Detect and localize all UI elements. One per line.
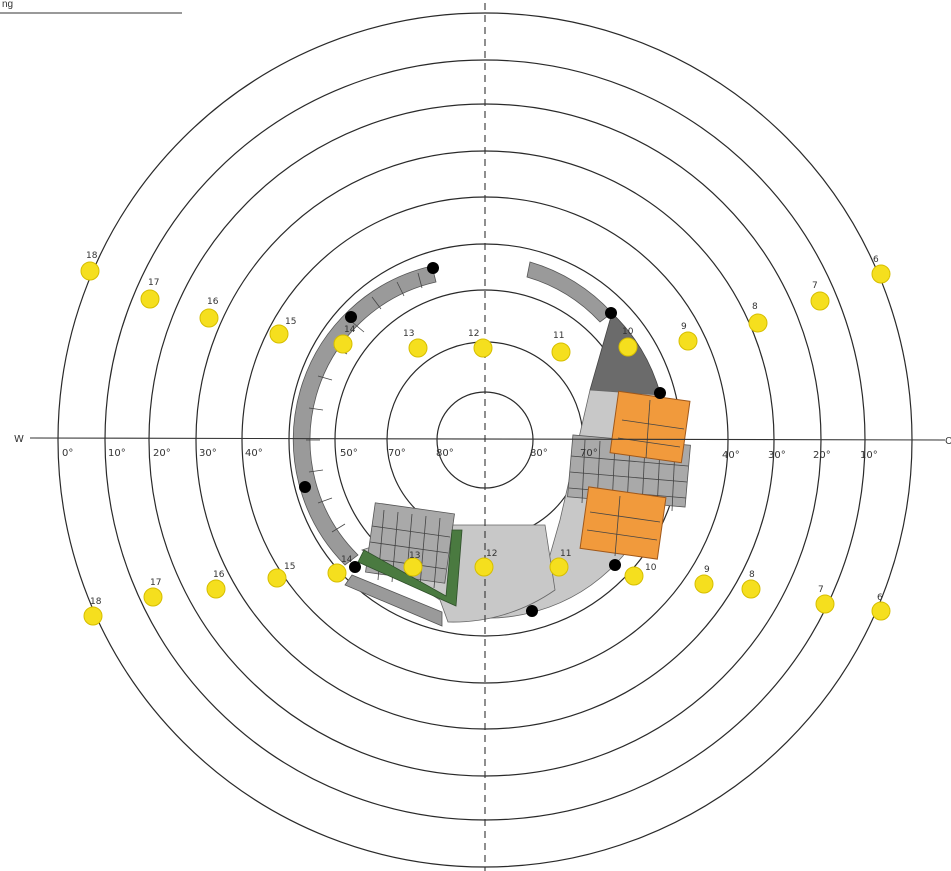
sun-hour-label: 18 [86, 251, 98, 261]
sun-position-marker [871, 264, 891, 284]
altitude-label: 40° [722, 450, 740, 461]
boundary-marker [299, 481, 311, 493]
sun-position-marker [83, 606, 103, 626]
sun-hour-label: 6 [873, 255, 879, 265]
sun-hour-label: 17 [150, 578, 161, 588]
sun-hour-label: 16 [213, 570, 225, 580]
altitude-label: 30° [199, 448, 217, 459]
altitude-label: 0° [62, 448, 73, 459]
sun-hour-label: 12 [486, 549, 497, 559]
sun-hour-label: 7 [812, 281, 818, 291]
sun-hour-label: 15 [285, 317, 296, 327]
altitude-label: 10° [108, 448, 126, 459]
sun-hour-label: 13 [403, 329, 414, 339]
sun-hour-label: 7 [818, 585, 824, 595]
sun-position-marker [741, 579, 761, 599]
sun-position-marker [618, 337, 638, 357]
sun-position-marker [474, 557, 494, 577]
ring-wall-northeast [526, 261, 613, 323]
altitude-label: 10° [860, 450, 878, 461]
sun-position-marker [333, 334, 353, 354]
sun-position-marker [810, 291, 830, 311]
altitude-label: 20° [813, 450, 831, 461]
sun-hour-label: 6 [877, 593, 883, 603]
sun-position-marker [140, 289, 160, 309]
sun-hour-label: 17 [148, 278, 159, 288]
sun-hour-label: 9 [681, 322, 687, 332]
sun-hour-label: 16 [207, 297, 219, 307]
sun-path-upper: 18 17 16 15 14 13 12 11 10 9 8 7 6 [80, 251, 891, 362]
east-label: O [945, 436, 951, 447]
sun-position-marker [624, 566, 644, 586]
boundary-marker [609, 559, 621, 571]
sun-hour-label: 8 [749, 570, 755, 580]
sun-hour-label: 9 [704, 565, 710, 575]
sun-hour-label: 15 [284, 562, 295, 572]
boundary-marker [605, 307, 617, 319]
sun-position-marker [327, 563, 347, 583]
sun-hour-label: 14 [341, 555, 353, 565]
altitude-label: 70° [580, 448, 598, 459]
sun-position-marker [549, 557, 569, 577]
southwest-wall [344, 574, 443, 627]
sun-hour-label: 18 [90, 597, 102, 607]
sun-position-marker [206, 579, 226, 599]
boundary-markers [299, 262, 666, 617]
sun-hour-label: 14 [344, 325, 356, 335]
altitude-label: 40° [245, 448, 263, 459]
sun-position-marker [473, 338, 493, 358]
sun-position-marker [551, 342, 571, 362]
west-east-axis [29, 437, 946, 441]
sun-position-marker [408, 338, 428, 358]
sun-hour-label: 8 [752, 302, 758, 312]
sun-position-marker [80, 261, 100, 281]
sun-position-marker [199, 308, 219, 328]
sun-path-lower: 18 17 16 15 14 13 12 11 10 9 8 7 6 [83, 549, 891, 626]
sun-hour-label: 12 [468, 329, 479, 339]
sun-position-marker [871, 601, 891, 621]
boundary-marker [349, 561, 361, 573]
altitude-label: 30° [768, 450, 786, 461]
sun-hour-label: 10 [622, 327, 634, 337]
boundary-marker [654, 387, 666, 399]
sun-hour-label: 13 [409, 551, 420, 561]
sun-position-marker [678, 331, 698, 351]
sun-hour-label: 11 [560, 549, 571, 559]
sun-hour-label: 10 [645, 563, 657, 573]
altitude-label: 20° [153, 448, 171, 459]
sun-position-marker [267, 568, 287, 588]
sun-hour-label: 11 [553, 331, 564, 341]
altitude-label: 70° [388, 448, 406, 459]
header-caption: ng [2, 0, 14, 10]
altitude-label: 50° [340, 448, 358, 459]
west-label: W [14, 434, 24, 445]
sun-position-marker [694, 574, 714, 594]
altitude-label: 80° [436, 448, 454, 459]
boundary-marker [526, 605, 538, 617]
sun-position-marker [403, 557, 423, 577]
altitude-labels: 0° 10° 20° 30° 40° 50° 70° 80° 80° 70° 4… [62, 448, 878, 461]
sun-position-marker [748, 313, 768, 333]
boundary-marker [427, 262, 439, 274]
sun-position-marker [269, 324, 289, 344]
boundary-marker [345, 311, 357, 323]
sun-position-marker [143, 587, 163, 607]
sun-position-marker [815, 594, 835, 614]
orange-roof-south [579, 486, 667, 560]
altitude-label: 80° [530, 448, 548, 459]
